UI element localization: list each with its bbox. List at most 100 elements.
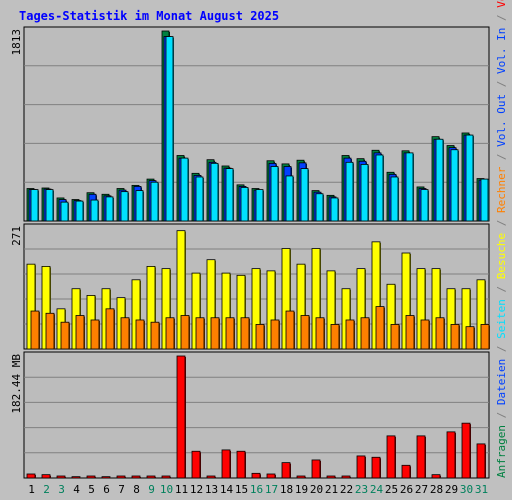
bar-kbytes-day-8: Volumen: 3 xyxy=(131,475,141,479)
x-tick-label: 18 xyxy=(280,483,293,496)
bar-hosts-day-7: Rechner: 70 xyxy=(120,317,130,350)
bar-hosts-day-25: Rechner: 55 xyxy=(390,324,400,350)
x-tick-label: 14 xyxy=(220,483,234,496)
x-tick-label: 3 xyxy=(58,483,65,496)
legend-item-12: Vol. In xyxy=(495,28,508,74)
bar-hosts-day-4: Rechner: 75 xyxy=(75,315,85,350)
legend: Anfragen / Dateien / Seiten / Besuche / … xyxy=(495,0,508,478)
bar-pages-day-12: Seiten: 420 xyxy=(195,176,204,222)
panel-visits-hosts: 271Besuche: 190Rechner: 85Besuche: 185Re… xyxy=(10,223,490,350)
bar-hosts-day-2: Rechner: 80 xyxy=(45,312,55,350)
bar-pages-day-15: Seiten: 320 xyxy=(240,187,249,222)
bar-kbytes-day-29: Volumen: 69 xyxy=(446,431,456,479)
bar-kbytes-day-15: Volumen: 40 xyxy=(236,450,246,479)
bar-kbytes-day-9: Volumen: 3 xyxy=(146,475,156,479)
x-tick-label: 6 xyxy=(103,483,110,496)
bar-kbytes-day-27: Volumen: 63 xyxy=(416,435,426,479)
bar-hosts-day-13: Rechner: 70 xyxy=(210,317,220,350)
bar-hosts-day-8: Rechner: 65 xyxy=(135,319,145,350)
bar-pages-day-5: Seiten: 200 xyxy=(90,199,99,222)
x-tick-label: 30 xyxy=(460,483,473,496)
bar-hosts-day-15: Rechner: 70 xyxy=(240,317,250,350)
bar-hosts-day-11: Rechner: 75 xyxy=(180,315,190,350)
bar-kbytes-day-3: Volumen: 3 xyxy=(56,475,66,479)
legend-item-14: Volumen xyxy=(495,0,508,8)
x-tick-label: 24 xyxy=(370,483,384,496)
bar-kbytes-day-6: Volumen: 2 xyxy=(101,476,111,479)
x-tick-label: 21 xyxy=(325,483,338,496)
bar-kbytes-day-16: Volumen: 7 xyxy=(251,472,261,479)
bar-kbytes-day-18: Volumen: 23 xyxy=(281,462,291,479)
x-tick-label: 1 xyxy=(28,483,35,496)
bar-pages-day-18: Seiten: 430 xyxy=(285,175,294,222)
x-tick-label: 15 xyxy=(235,483,248,496)
x-tick-label: 27 xyxy=(415,483,428,496)
x-tick-label: 7 xyxy=(118,483,125,496)
bar-pages-day-7: Seiten: 280 xyxy=(120,191,129,222)
bar-hosts-day-12: Rechner: 70 xyxy=(195,317,205,350)
bar-kbytes-day-22: Volumen: 3 xyxy=(341,475,351,479)
x-tick-label: 22 xyxy=(340,483,353,496)
bar-kbytes-day-23: Volumen: 33 xyxy=(356,455,366,479)
bar-pages-day-10: Seiten: 1760 xyxy=(165,36,174,222)
legend-item-7: / xyxy=(495,213,508,233)
x-tick-label: 13 xyxy=(205,483,218,496)
x-tick-label: 17 xyxy=(265,483,278,496)
bar-hosts-day-27: Rechner: 65 xyxy=(420,319,430,350)
panel-volume: 182.44 MB Volumen: 6 Volumen: 5 Volumen: 3 V… xyxy=(10,351,490,479)
bar-kbytes-day-24: Volumen: 31 xyxy=(371,456,381,479)
x-tick-label: 31 xyxy=(475,483,488,496)
legend-item-3: / xyxy=(495,339,508,359)
bar-hosts-day-17: Rechner: 65 xyxy=(270,319,280,350)
bar-hosts-day-3: Rechner: 60 xyxy=(60,321,70,350)
legend-item-10: Vol. Out xyxy=(495,94,508,147)
bar-kbytes-day-30: Volumen: 82 xyxy=(461,422,471,479)
bar-kbytes-day-4: Volumen: 2 xyxy=(71,476,81,479)
x-tick-label: 10 xyxy=(160,483,173,496)
bar-hosts-day-14: Rechner: 70 xyxy=(225,317,235,350)
bar-pages-day-4: Seiten: 190 xyxy=(75,200,84,222)
x-tick-label: 25 xyxy=(385,483,398,496)
bar-pages-day-14: Seiten: 500 xyxy=(225,168,234,222)
bar-pages-day-3: Seiten: 180 xyxy=(60,201,69,222)
bar-pages-day-22: Seiten: 560 xyxy=(345,161,354,222)
bar-pages-day-30: Seiten: 820 xyxy=(465,134,474,222)
x-tick-label: 4 xyxy=(73,483,80,496)
bar-hosts-day-23: Rechner: 70 xyxy=(360,317,370,350)
bar-pages-day-16: Seiten: 300 xyxy=(255,189,264,222)
x-tick-label: 11 xyxy=(175,483,188,496)
bar-pages-day-27: Seiten: 300 xyxy=(420,189,429,222)
bar-pages-day-31: Seiten: 400 xyxy=(480,178,489,222)
legend-item-1: / xyxy=(495,405,508,425)
bar-pages-day-11: Seiten: 600 xyxy=(180,157,189,222)
bar-kbytes-day-14: Volumen: 42 xyxy=(221,449,231,479)
legend-item-4: Seiten xyxy=(495,299,508,339)
bar-pages-day-6: Seiten: 230 xyxy=(105,196,114,222)
bar-hosts-day-18: Rechner: 85 xyxy=(285,310,295,350)
bar-hosts-day-10: Rechner: 70 xyxy=(165,317,175,350)
bar-pages-day-26: Seiten: 650 xyxy=(405,152,414,222)
bar-hosts-day-1: Rechner: 85 xyxy=(30,310,40,350)
bar-pages-day-24: Seiten: 630 xyxy=(375,154,384,222)
bar-pages-day-9: Seiten: 370 xyxy=(150,181,159,222)
bar-hosts-day-6: Rechner: 90 xyxy=(105,308,115,350)
bar-kbytes-day-12: Volumen: 40 xyxy=(191,450,201,479)
bar-kbytes-day-28: Volumen: 5 xyxy=(431,474,441,479)
bar-pages-day-13: Seiten: 550 xyxy=(210,162,219,222)
bar-kbytes-day-2: Volumen: 5 xyxy=(41,474,51,479)
bar-pages-day-8: Seiten: 290 xyxy=(135,190,144,222)
bar-hosts-day-31: Rechner: 55 xyxy=(480,324,490,350)
x-tick-label: 16 xyxy=(250,483,263,496)
bar-hosts-day-21: Rechner: 55 xyxy=(330,324,340,350)
x-tick-label: 8 xyxy=(133,483,140,496)
bar-hosts-day-5: Rechner: 65 xyxy=(90,319,100,350)
bar-hosts-day-30: Rechner: 50 xyxy=(465,326,475,350)
bar-pages-day-21: Seiten: 220 xyxy=(330,197,339,222)
bar-hosts-day-9: Rechner: 60 xyxy=(150,321,160,350)
bar-kbytes-day-26: Volumen: 19 xyxy=(401,464,411,479)
legend-item-0: Anfragen xyxy=(495,425,508,478)
bar-pages-day-1: Seiten: 300 xyxy=(30,189,39,222)
bar-hosts-day-22: Rechner: 65 xyxy=(345,319,355,350)
